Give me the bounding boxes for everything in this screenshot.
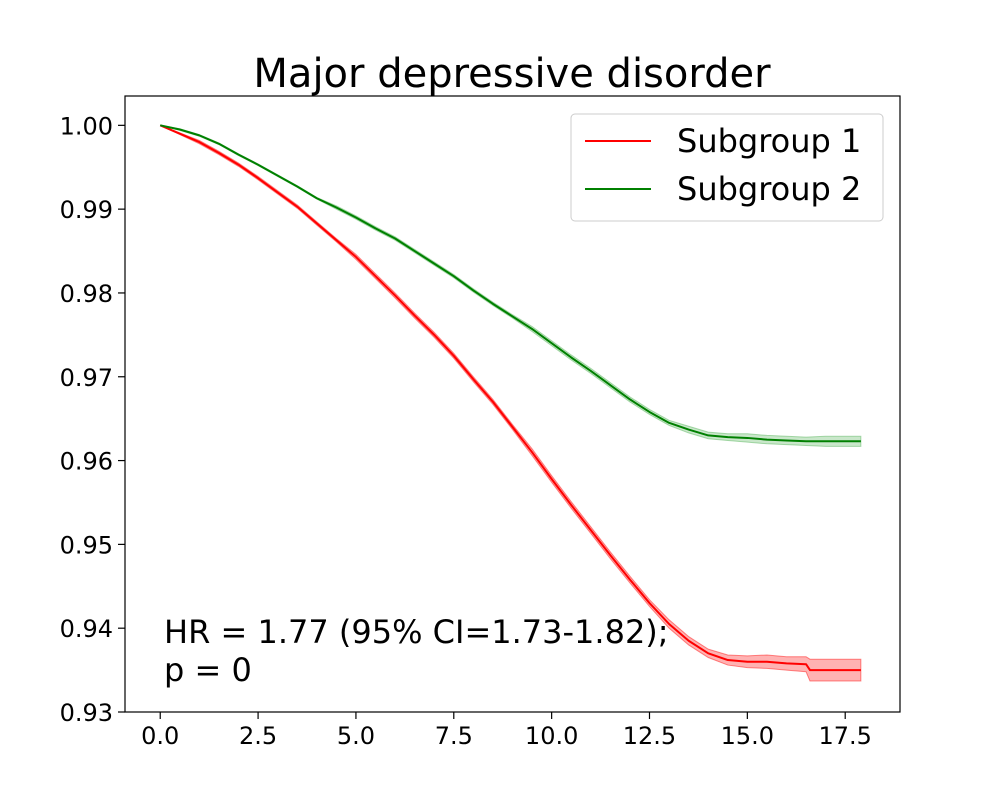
x-tick-label: 5.0 [337,722,375,750]
y-tick-label: 1.00 [60,112,113,140]
x-tick-label: 2.5 [239,722,277,750]
y-tick-label: 0.93 [60,699,113,727]
y-tick-label: 0.97 [60,364,113,392]
x-tick-label: 12.5 [623,722,676,750]
survival-line-subgroup-1 [159,124,861,672]
y-axis: 0.93 0.94 0.95 0.96 0.97 0.98 0.99 1.00 [60,112,125,727]
y-tick-label: 0.96 [60,448,113,476]
y-tick-label: 0.94 [60,615,113,643]
y-tick-label: 0.99 [60,196,113,224]
legend: Subgroup 1 Subgroup 2 [570,113,884,222]
hazard-ratio-annotation: HR = 1.77 (95% CI=1.73-1.82); p = 0 [164,613,669,689]
hazard-ratio-text: HR = 1.77 (95% CI=1.73-1.82); [164,613,669,651]
survival-line-subgroup-2 [160,124,861,443]
p-value-text: p = 0 [164,651,252,689]
survival-lines [159,124,861,672]
x-tick-label: 7.5 [435,722,473,750]
x-tick-label: 15.0 [721,722,774,750]
legend-label-subgroup-1: Subgroup 1 [677,122,861,160]
x-axis: 0.0 2.5 5.0 7.5 10.0 12.5 15.0 17.5 [141,712,872,750]
y-tick-label: 0.98 [60,280,113,308]
x-tick-label: 17.5 [818,722,871,750]
chart-title: Major depressive disorder [253,51,771,97]
legend-label-subgroup-2: Subgroup 2 [677,170,861,208]
x-tick-label: 10.0 [525,722,578,750]
plot-frame [124,95,901,713]
x-tick-label: 0.0 [141,722,179,750]
y-tick-label: 0.95 [60,531,113,559]
